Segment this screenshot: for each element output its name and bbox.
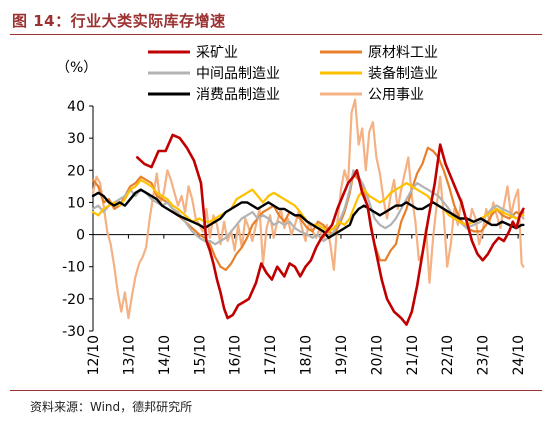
series-line-5 [91, 188, 525, 239]
legend-label: 中间品制造业 [196, 66, 280, 82]
y-tick-label: -20 [62, 292, 85, 308]
x-tick-label: 17/10 [263, 335, 279, 375]
y-tick-label: -30 [62, 324, 85, 340]
y-tick-label: 40 [67, 99, 85, 115]
y-tick-label: 20 [67, 163, 85, 179]
series-line-2 [91, 146, 525, 271]
legend-label: 公用事业 [368, 87, 424, 103]
footer-rule [10, 390, 542, 391]
series-line-1 [136, 133, 525, 326]
x-tick-label: 14/10 [157, 335, 173, 375]
x-tick-label: 12/10 [86, 335, 102, 375]
series-line-6 [91, 98, 525, 320]
y-tick-label: 10 [67, 195, 85, 211]
y-tick-label: -10 [62, 260, 85, 276]
title-rule [10, 34, 542, 35]
figure-title: 图 14：行业大类实际库存增速 [12, 12, 226, 30]
legend-label: 原材料工业 [368, 45, 438, 61]
x-tick-label: 23/10 [476, 335, 492, 375]
x-tick-label: 15/10 [192, 335, 208, 375]
x-tick-label: 16/10 [228, 335, 244, 375]
x-tick-label: 13/10 [121, 335, 137, 375]
x-tick-label: 20/10 [369, 335, 385, 375]
x-tick-label: 22/10 [440, 335, 456, 375]
x-tick-label: 19/10 [334, 335, 350, 375]
x-tick-label: 18/10 [299, 335, 315, 375]
x-tick-label: 24/10 [511, 335, 527, 375]
x-tick-label: 21/10 [405, 335, 421, 375]
legend-label: 采矿业 [196, 45, 238, 61]
legend-label: 消费品制造业 [196, 87, 280, 103]
series-layer [91, 98, 525, 326]
y-tick-label: 0 [76, 228, 85, 244]
legend-label: 装备制造业 [368, 65, 438, 82]
source-note: 资料来源：Wind，德邦研究所 [30, 400, 193, 414]
y-unit-label: （%） [56, 60, 97, 76]
y-tick-label: 30 [67, 131, 85, 147]
